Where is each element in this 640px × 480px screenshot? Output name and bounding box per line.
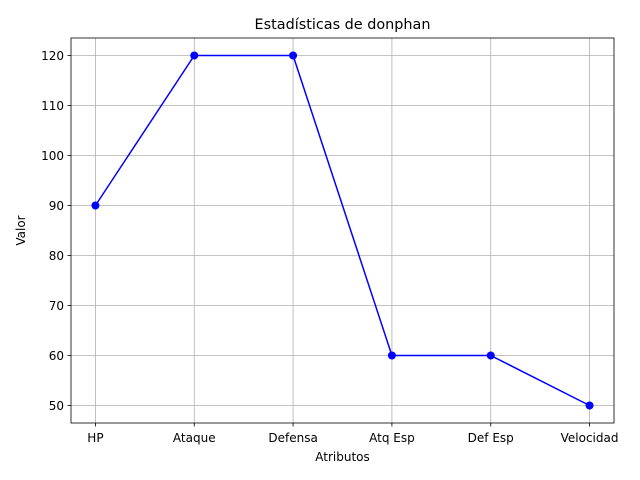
grid	[71, 38, 614, 423]
y-tick-label: 110	[41, 99, 64, 113]
series-line-group	[91, 51, 594, 410]
chart-title: Estadísticas de donphan	[255, 17, 431, 33]
y-tick-label: 90	[49, 199, 64, 213]
y-tick-label: 120	[41, 49, 64, 63]
x-tick-label: Velocidad	[561, 431, 619, 445]
x-tick-label: HP	[87, 431, 103, 445]
data-point	[387, 351, 396, 360]
y-tick-label: 60	[49, 349, 64, 363]
y-tick-label: 50	[49, 399, 64, 413]
y-tick-label: 100	[41, 149, 64, 163]
data-point	[289, 51, 298, 60]
y-tick-label: 80	[49, 249, 64, 263]
y-tick-label: 70	[49, 299, 64, 313]
data-point	[91, 201, 100, 210]
plot-frame	[70, 37, 615, 424]
y-axis-ticks: 50 60 70 80 90 100 110 120	[41, 49, 71, 413]
x-tick-label: Defensa	[268, 431, 317, 445]
series-line	[94, 54, 590, 407]
x-tick-label: Def Esp	[468, 431, 514, 445]
x-tick-label: Ataque	[173, 431, 216, 445]
data-point	[190, 51, 199, 60]
y-axis-label: Valor	[14, 215, 28, 245]
data-point	[585, 401, 594, 410]
data-point	[486, 351, 495, 360]
x-axis-label: Atributos	[315, 450, 370, 464]
x-tick-label: Atq Esp	[369, 431, 415, 445]
x-axis-ticks: HP Ataque Defensa Atq Esp Def Esp Velocidad	[87, 423, 618, 445]
